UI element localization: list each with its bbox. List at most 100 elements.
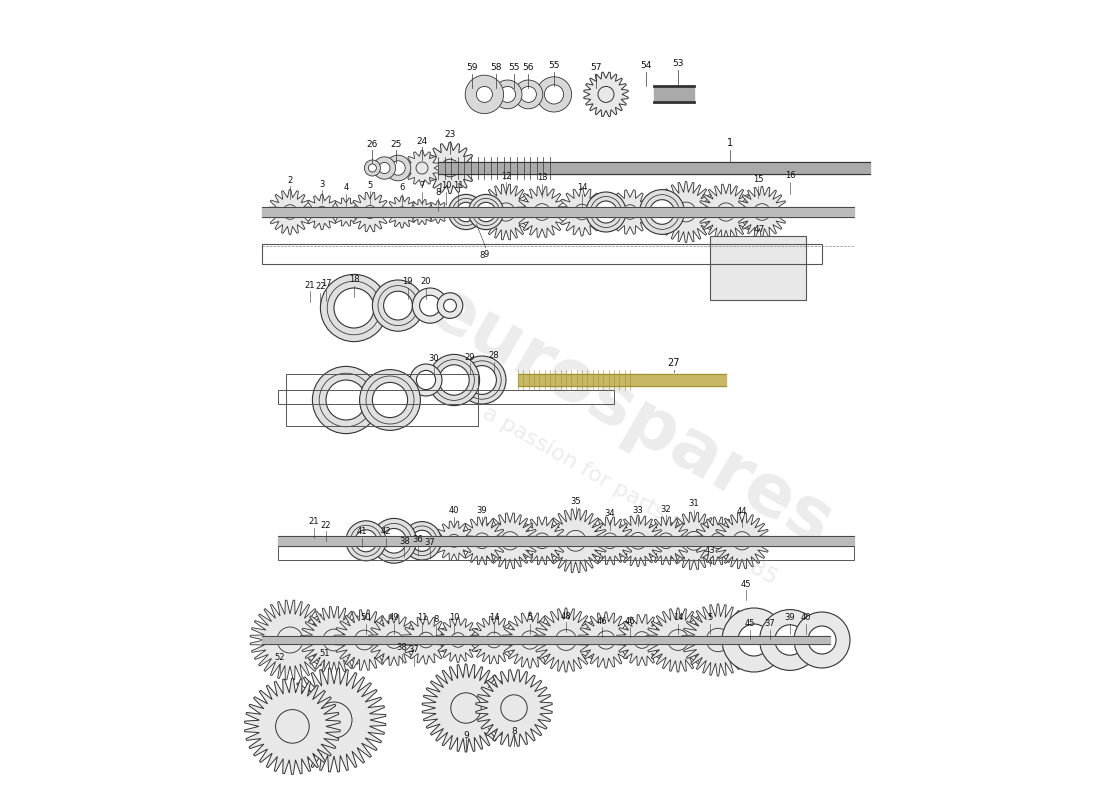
Text: 18: 18 bbox=[349, 275, 360, 284]
Circle shape bbox=[456, 202, 475, 222]
Circle shape bbox=[382, 529, 406, 553]
Text: 38: 38 bbox=[399, 537, 410, 546]
Text: 21: 21 bbox=[305, 281, 316, 290]
Circle shape bbox=[385, 155, 410, 181]
Circle shape bbox=[598, 86, 614, 102]
Text: 37: 37 bbox=[425, 538, 436, 547]
Text: 44: 44 bbox=[737, 507, 747, 516]
Circle shape bbox=[326, 380, 366, 420]
Circle shape bbox=[451, 633, 465, 647]
Text: 32: 32 bbox=[661, 505, 671, 514]
Polygon shape bbox=[535, 608, 598, 672]
Text: 27: 27 bbox=[668, 358, 680, 368]
Circle shape bbox=[476, 202, 496, 222]
Text: a passion for parts since 1985: a passion for parts since 1985 bbox=[480, 403, 781, 589]
Circle shape bbox=[629, 533, 647, 549]
Polygon shape bbox=[656, 182, 716, 242]
Polygon shape bbox=[579, 612, 634, 668]
Text: 52: 52 bbox=[274, 653, 285, 662]
Polygon shape bbox=[305, 194, 339, 230]
Text: 57: 57 bbox=[590, 63, 602, 72]
Text: 17: 17 bbox=[321, 279, 331, 288]
Circle shape bbox=[373, 382, 408, 418]
Circle shape bbox=[403, 522, 441, 560]
Text: 6: 6 bbox=[399, 183, 405, 192]
Circle shape bbox=[493, 80, 522, 109]
Text: 50: 50 bbox=[361, 614, 372, 622]
Text: 20: 20 bbox=[420, 278, 431, 286]
Bar bbox=[262, 244, 822, 264]
Polygon shape bbox=[503, 612, 558, 668]
Polygon shape bbox=[282, 668, 386, 772]
Text: 10: 10 bbox=[441, 182, 451, 190]
Text: 40: 40 bbox=[801, 614, 812, 622]
Text: 56: 56 bbox=[521, 63, 534, 72]
Text: 39: 39 bbox=[476, 506, 487, 515]
Polygon shape bbox=[459, 517, 506, 565]
Circle shape bbox=[717, 203, 735, 221]
Polygon shape bbox=[586, 517, 634, 565]
Polygon shape bbox=[584, 72, 628, 117]
Text: 8: 8 bbox=[480, 251, 485, 260]
Text: 9: 9 bbox=[483, 250, 488, 258]
Text: 25: 25 bbox=[390, 140, 403, 149]
Polygon shape bbox=[405, 150, 439, 186]
Text: 12: 12 bbox=[500, 172, 512, 181]
Circle shape bbox=[277, 627, 302, 653]
Polygon shape bbox=[543, 509, 607, 573]
Circle shape bbox=[794, 612, 850, 668]
Text: 8: 8 bbox=[512, 727, 517, 736]
Polygon shape bbox=[694, 517, 741, 565]
Polygon shape bbox=[300, 606, 367, 674]
Circle shape bbox=[416, 162, 428, 174]
Text: 38: 38 bbox=[397, 643, 407, 652]
Text: 43: 43 bbox=[705, 546, 715, 555]
Text: 42: 42 bbox=[381, 527, 392, 536]
Polygon shape bbox=[436, 618, 481, 662]
Polygon shape bbox=[714, 513, 770, 569]
Circle shape bbox=[623, 205, 637, 219]
Bar bbox=[710, 236, 806, 300]
Circle shape bbox=[373, 157, 396, 179]
Text: 7: 7 bbox=[419, 182, 425, 190]
Circle shape bbox=[441, 159, 459, 177]
Polygon shape bbox=[434, 521, 474, 561]
Circle shape bbox=[439, 365, 470, 395]
Text: 46: 46 bbox=[596, 617, 607, 626]
Text: 37: 37 bbox=[408, 646, 419, 654]
Text: 33: 33 bbox=[632, 506, 644, 515]
Circle shape bbox=[312, 366, 380, 434]
Polygon shape bbox=[613, 515, 663, 566]
Text: 48: 48 bbox=[561, 612, 571, 621]
Polygon shape bbox=[608, 190, 652, 234]
Polygon shape bbox=[682, 604, 754, 676]
Circle shape bbox=[354, 630, 374, 650]
Circle shape bbox=[373, 280, 424, 331]
Text: 11: 11 bbox=[417, 614, 427, 622]
Text: 58: 58 bbox=[490, 63, 502, 72]
Circle shape bbox=[711, 533, 726, 549]
Polygon shape bbox=[350, 192, 389, 232]
Text: 29: 29 bbox=[464, 353, 475, 362]
Circle shape bbox=[355, 530, 377, 552]
Polygon shape bbox=[646, 608, 710, 672]
Circle shape bbox=[595, 201, 617, 223]
Circle shape bbox=[574, 204, 590, 220]
Polygon shape bbox=[470, 616, 518, 664]
Text: 34: 34 bbox=[605, 510, 615, 518]
Text: 14: 14 bbox=[673, 614, 683, 622]
Text: 5: 5 bbox=[707, 614, 713, 622]
Polygon shape bbox=[425, 142, 475, 194]
Text: 23: 23 bbox=[444, 130, 455, 139]
Text: 5: 5 bbox=[367, 181, 373, 190]
Text: 45: 45 bbox=[745, 619, 756, 628]
Circle shape bbox=[602, 533, 618, 549]
Polygon shape bbox=[617, 614, 668, 666]
Text: 14: 14 bbox=[576, 183, 587, 192]
Polygon shape bbox=[386, 196, 418, 228]
Text: 30: 30 bbox=[429, 354, 439, 363]
Circle shape bbox=[283, 205, 297, 219]
Text: 45: 45 bbox=[740, 580, 751, 589]
Text: 47: 47 bbox=[754, 225, 766, 234]
Circle shape bbox=[390, 161, 405, 175]
